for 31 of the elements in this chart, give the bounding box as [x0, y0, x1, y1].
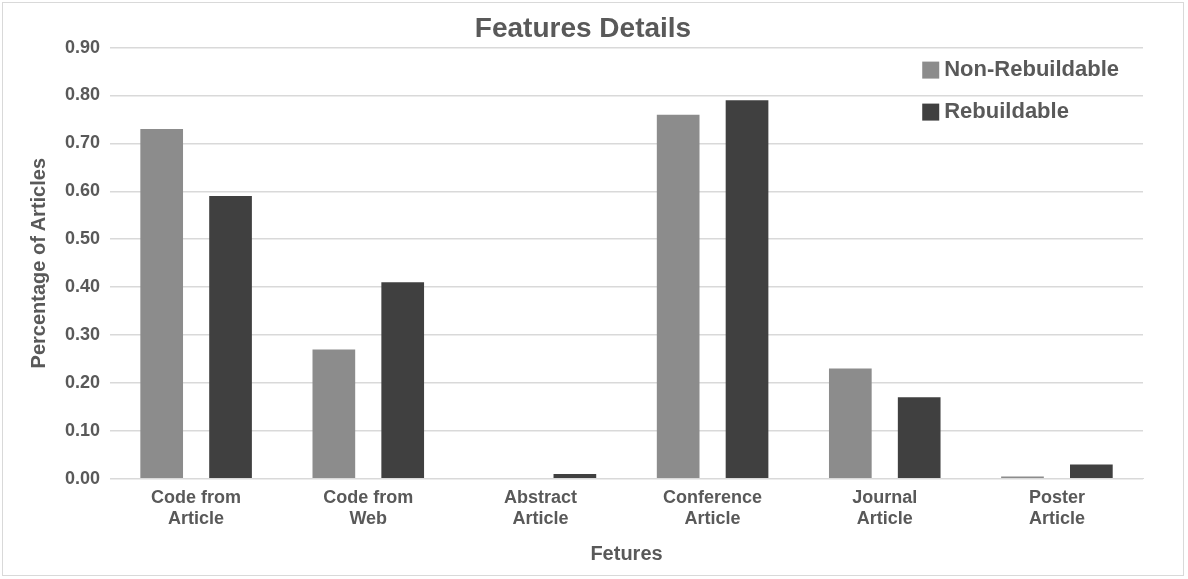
x-axis-title: Fetures: [590, 541, 663, 564]
x-tick-label: Journal Article: [852, 486, 918, 529]
y-axis-title: Percentage of Articles: [26, 157, 49, 369]
y-tick-label: 0.80: [64, 84, 101, 105]
bar: [553, 474, 597, 479]
y-tick-label: 0.50: [64, 228, 101, 249]
y-tick-label: 0.30: [64, 324, 101, 345]
x-tick-label: Code from Article: [151, 486, 242, 529]
bar: [381, 282, 425, 479]
bar: [725, 100, 769, 479]
bar: [656, 114, 700, 479]
bar: [209, 196, 252, 479]
bar: [312, 349, 356, 479]
y-tick-label: 0.60: [64, 180, 101, 201]
x-tick-label: Conference Article: [663, 486, 763, 529]
x-tick-label: Abstract Article: [503, 486, 577, 529]
legend-label: Rebuildable: [944, 97, 1069, 123]
y-tick-label: 0.20: [64, 371, 101, 392]
y-tick-label: 0.90: [64, 36, 101, 57]
bar: [828, 368, 872, 479]
bar: [897, 397, 941, 479]
x-tick-label: Code from Web: [323, 486, 414, 529]
x-tick-label: Poster Article: [1028, 486, 1085, 529]
chart-title: Features Details: [474, 11, 692, 43]
y-tick-label: 0.70: [64, 132, 101, 153]
y-tick-label: 0.00: [64, 467, 101, 488]
legend-label: Non-Rebuildable: [944, 55, 1120, 81]
bar: [140, 129, 184, 479]
y-tick-label: 0.10: [64, 419, 101, 440]
bar: [1070, 464, 1113, 479]
y-tick-label: 0.40: [64, 276, 101, 297]
